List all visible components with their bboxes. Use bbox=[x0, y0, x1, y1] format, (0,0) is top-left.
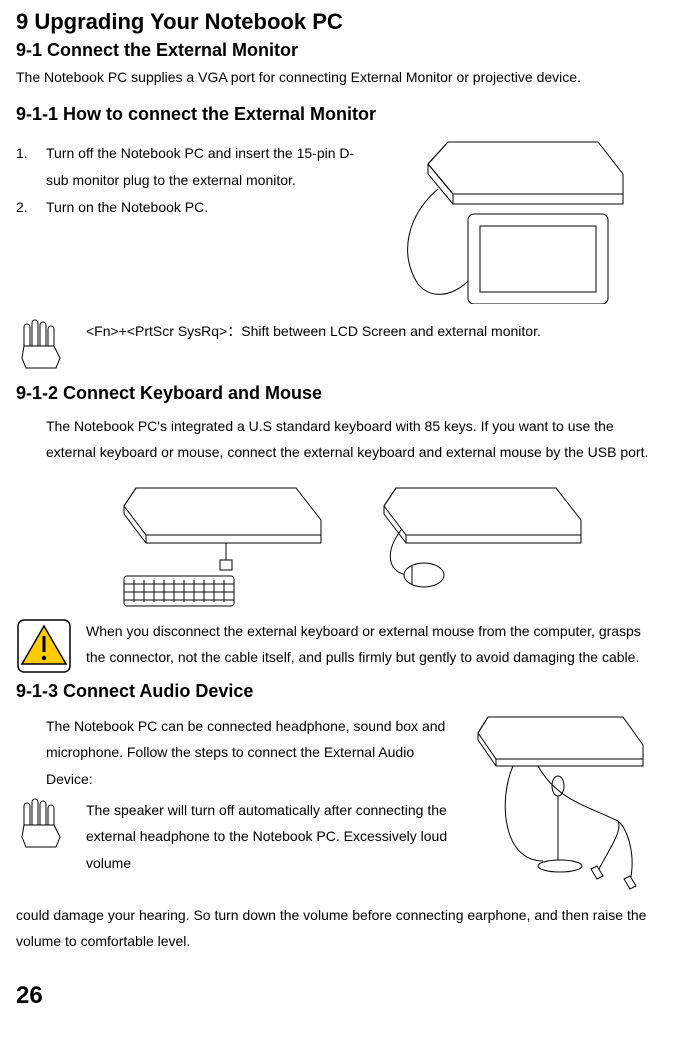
note-fn-key-text: <Fn>+<PrtScr SysRq>：Shift between LCD Sc… bbox=[86, 318, 541, 345]
step-1-text: Turn off the Notebook PC and insert the … bbox=[46, 140, 356, 195]
steps-list: 1. Turn off the Notebook PC and insert t… bbox=[16, 140, 356, 222]
hand-icon bbox=[16, 318, 72, 370]
laptop-audio-illustration bbox=[468, 711, 648, 896]
laptop-monitor-illustration bbox=[368, 134, 628, 304]
section-title-1-2: 9-1-2 Connect Keyboard and Mouse bbox=[16, 380, 660, 407]
section-title-1-3: 9-1-3 Connect Audio Device bbox=[16, 678, 660, 705]
note-speaker: The speaker will turn off automatically … bbox=[16, 797, 456, 877]
note-disconnect: When you disconnect the external keyboar… bbox=[16, 618, 660, 674]
page-number: 26 bbox=[16, 978, 43, 1014]
audio-row: The Notebook PC can be connected headpho… bbox=[16, 711, 660, 902]
note-speaker-text-part2: could damage your hearing. So turn down … bbox=[16, 902, 660, 955]
steps-and-illustration-row: 1. Turn off the Notebook PC and insert t… bbox=[16, 134, 660, 310]
audio-illustration-col bbox=[468, 711, 660, 902]
step-1-number: 1. bbox=[16, 140, 36, 195]
para-vga: The Notebook PC supplies a VGA port for … bbox=[16, 64, 660, 91]
step-2-number: 2. bbox=[16, 194, 36, 221]
note-fn-key: <Fn>+<PrtScr SysRq>：Shift between LCD Sc… bbox=[16, 318, 660, 370]
laptop-mouse-illustration bbox=[376, 480, 586, 590]
section-title-1-1: 9-1-1 How to connect the External Monito… bbox=[16, 101, 660, 128]
para-keyboard: The Notebook PC's integrated a U.S stand… bbox=[16, 413, 660, 466]
para-audio: The Notebook PC can be connected headpho… bbox=[16, 713, 456, 793]
audio-text-col: The Notebook PC can be connected headpho… bbox=[16, 711, 456, 877]
chapter-title: 9 Upgrading Your Notebook PC bbox=[16, 8, 660, 37]
note-disconnect-text: When you disconnect the external keyboar… bbox=[86, 618, 660, 671]
keyboard-mouse-illustration-row bbox=[116, 480, 660, 610]
step-1-row: 1. Turn off the Notebook PC and insert t… bbox=[16, 140, 356, 195]
caution-icon bbox=[16, 618, 72, 674]
step-2-text: Turn on the Notebook PC. bbox=[46, 194, 208, 221]
laptop-keyboard-illustration bbox=[116, 480, 326, 610]
note-speaker-text-part1: The speaker will turn off automatically … bbox=[86, 797, 456, 877]
monitor-illustration-col bbox=[368, 134, 660, 310]
step-2-row: 2. Turn on the Notebook PC. bbox=[16, 194, 356, 221]
hand-icon bbox=[16, 797, 72, 849]
section-title-1: 9-1 Connect the External Monitor bbox=[16, 39, 660, 62]
